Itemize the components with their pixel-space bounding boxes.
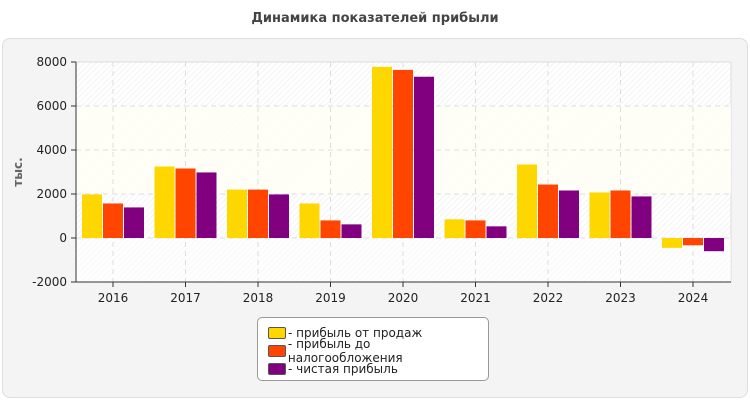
y-axis-label: тыс. <box>11 157 25 186</box>
bar-2022-1 <box>517 164 537 238</box>
legend-swatch-sales <box>268 327 286 339</box>
bar-2019-1 <box>299 203 320 238</box>
bar-2017-2 <box>175 168 196 238</box>
x-tick-label: 2018 <box>243 291 274 305</box>
bar-2018-2 <box>248 189 268 238</box>
legend: - прибыль от продаж - прибыль до налогоо… <box>257 317 489 381</box>
x-tick-label: 2016 <box>98 291 129 305</box>
bar-2017-1 <box>154 166 175 238</box>
x-tick-label: 2017 <box>170 291 201 305</box>
bar-2021-3 <box>486 226 507 238</box>
bar-2020-1 <box>372 66 392 238</box>
bar-2020-2 <box>393 69 413 238</box>
bar-2018-1 <box>227 189 247 238</box>
bar-2020-3 <box>414 76 434 239</box>
legend-item: - прибыль до налогообложения <box>268 337 488 365</box>
chart-title: Динамика показателей прибыли <box>251 11 499 26</box>
bar-2024-2 <box>683 238 703 246</box>
y-tick-label: 6000 <box>36 99 67 113</box>
bar-2022-2 <box>538 184 558 238</box>
x-tick-label: 2019 <box>315 291 346 305</box>
bar-2019-2 <box>320 220 341 238</box>
bar-2023-2 <box>610 190 631 238</box>
legend-swatch-pretax <box>268 345 286 357</box>
y-tick-label: 2000 <box>36 187 67 201</box>
legend-label: - чистая прибыль <box>288 362 398 376</box>
x-tick-label: 2024 <box>678 291 709 305</box>
bar-2024-1 <box>662 238 682 248</box>
y-tick-label: -2000 <box>32 275 67 289</box>
bar-2018-3 <box>269 194 289 238</box>
bar-2016-1 <box>82 194 102 238</box>
bar-2016-3 <box>124 207 144 238</box>
bar-2023-1 <box>589 192 610 238</box>
bar-2021-2 <box>465 220 486 238</box>
legend-label: - прибыль до налогообложения <box>287 337 403 365</box>
bar-2023-3 <box>631 196 652 238</box>
legend-item: - чистая прибыль <box>268 360 488 378</box>
bar-2017-3 <box>196 172 217 238</box>
x-tick-label: 2020 <box>388 291 419 305</box>
y-tick-label: 8000 <box>36 55 67 69</box>
legend-label: - прибыль от продаж <box>288 326 423 340</box>
bar-2021-1 <box>444 219 465 238</box>
bar-2024-3 <box>704 238 724 252</box>
bar-2016-2 <box>103 203 123 238</box>
x-tick-label: 2022 <box>533 291 564 305</box>
legend-swatch-net <box>268 363 286 375</box>
y-tick-label: 0 <box>59 231 67 245</box>
x-tick-label: 2021 <box>460 291 491 305</box>
bar-2022-3 <box>559 190 579 238</box>
legend-item: - прибыль от продаж <box>268 324 488 342</box>
y-tick-label: 4000 <box>36 143 67 157</box>
x-tick-label: 2023 <box>605 291 636 305</box>
bar-2019-3 <box>341 224 362 238</box>
